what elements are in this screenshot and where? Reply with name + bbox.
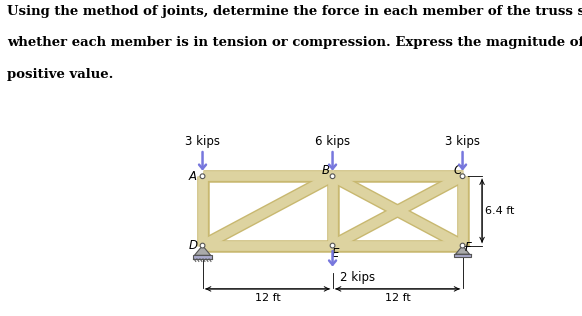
- Text: 2 kips: 2 kips: [340, 271, 375, 284]
- Bar: [454, 254, 471, 257]
- Text: D: D: [189, 239, 197, 252]
- Polygon shape: [456, 246, 470, 254]
- Circle shape: [330, 243, 335, 248]
- Text: 12 ft: 12 ft: [255, 293, 281, 303]
- Text: 12 ft: 12 ft: [385, 293, 410, 303]
- Bar: [193, 255, 212, 259]
- Text: B: B: [322, 164, 330, 177]
- Text: 6 kips: 6 kips: [315, 135, 350, 148]
- Text: A: A: [189, 170, 197, 183]
- Circle shape: [330, 174, 335, 179]
- Circle shape: [200, 174, 205, 179]
- Circle shape: [200, 243, 205, 248]
- Text: positive value.: positive value.: [7, 68, 113, 81]
- Circle shape: [460, 174, 465, 179]
- Text: E: E: [332, 247, 339, 260]
- Text: 3 kips: 3 kips: [185, 135, 220, 148]
- Text: C: C: [453, 164, 462, 177]
- Circle shape: [460, 243, 465, 248]
- Polygon shape: [194, 246, 211, 255]
- Text: Using the method of joints, determine the force in each member of the truss show: Using the method of joints, determine th…: [7, 5, 582, 18]
- Text: F: F: [465, 241, 472, 254]
- Text: whether each member is in tension or compression. Express the magnitude of each : whether each member is in tension or com…: [7, 36, 582, 49]
- Text: 3 kips: 3 kips: [445, 135, 480, 148]
- Text: 6.4 ft: 6.4 ft: [485, 206, 514, 216]
